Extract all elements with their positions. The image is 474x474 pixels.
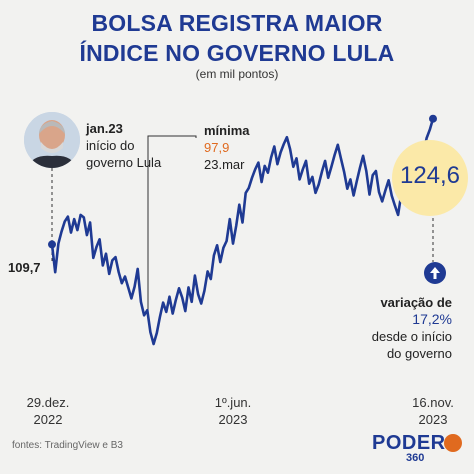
- minimum-annotation: mínima 97,9 23.mar: [204, 122, 250, 173]
- logo-dot-icon: [444, 434, 462, 452]
- x-tick-end-line2: 2023: [418, 412, 448, 427]
- minimum-annotation-title: mínima: [204, 123, 250, 138]
- x-tick-label-start: 29.dez. 2022: [18, 394, 78, 428]
- x-tick-start-line2: 2022: [33, 412, 63, 427]
- variation-line1: desde o início: [371, 329, 452, 344]
- minimum-annotation-date: 23.mar: [204, 157, 245, 172]
- up-arrow-badge: [424, 262, 446, 284]
- start-annotation-title: jan.23: [86, 121, 123, 136]
- x-tick-mid-line2: 2023: [218, 412, 248, 427]
- arrow-up-icon: [430, 267, 440, 279]
- logo-main-text: PODER: [372, 432, 446, 454]
- chart-title: BOLSA REGISTRA MAIOR ÍNDICE NO GOVERNO L…: [0, 8, 474, 68]
- minimum-annotation-value: 97,9: [204, 140, 230, 155]
- start-point: [48, 240, 56, 249]
- min-guide-line: [147, 135, 197, 320]
- poder360-logo: PODER 360: [372, 432, 462, 464]
- title-line-1: BOLSA REGISTRA MAIOR: [91, 10, 383, 36]
- logo-sub-text: 360: [406, 452, 425, 464]
- variation-annotation: variação de 17,2% desde o início do gove…: [352, 294, 452, 362]
- series-line: [50, 118, 435, 346]
- variation-title: variação de: [380, 295, 452, 310]
- person-photo-icon: [24, 112, 80, 168]
- x-tick-start-line1: 29.dez.: [26, 395, 70, 410]
- source-note: fontes: TradingView e B3: [12, 440, 123, 451]
- x-tick-end-line1: 16.nov.: [412, 395, 454, 410]
- title-line-2: ÍNDICE NO GOVERNO LULA: [79, 40, 395, 66]
- start-annotation-line2: governo Lula: [86, 155, 162, 170]
- last-value-highlight: [392, 140, 468, 216]
- end-point: [429, 114, 437, 123]
- start-annotation-line1: início do: [86, 138, 135, 153]
- variation-line2: do governo: [386, 346, 452, 361]
- chart-subtitle: (em mil pontos): [195, 67, 279, 81]
- last-value-label: 124,6: [399, 162, 461, 189]
- x-tick-mid-line1: 1º.jun.: [214, 395, 252, 410]
- start-annotation: jan.23 início do governo Lula: [86, 120, 161, 171]
- x-tick-label-end: 16.nov. 2023: [400, 394, 466, 428]
- start-value-label: 109,7: [8, 260, 41, 275]
- avatar: [24, 112, 80, 168]
- x-tick-label-mid: 1º.jun. 2023: [203, 394, 263, 428]
- variation-value: 17,2%: [412, 311, 452, 327]
